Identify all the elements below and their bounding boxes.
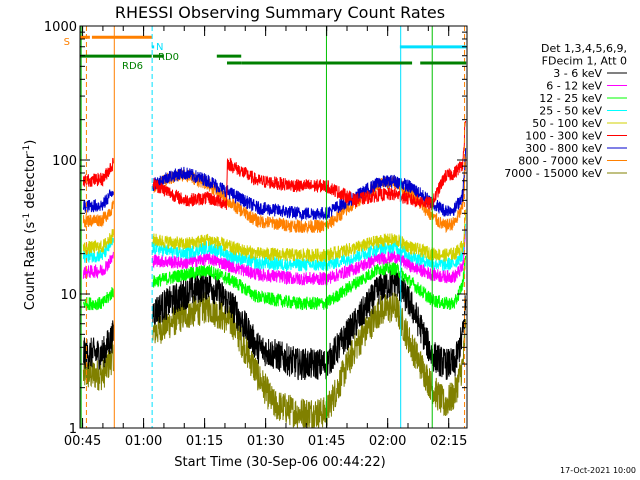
series-line xyxy=(82,292,467,428)
legend-entry: 300 - 800 keV xyxy=(525,142,602,155)
x-tick-label: 01:00 xyxy=(125,434,162,449)
y-axis-label: Count Rate (s-1 detector-1) xyxy=(22,140,38,311)
x-tick-label: 01:45 xyxy=(308,434,345,449)
x-axis-label: Start Time (30-Sep-06 00:44:22) xyxy=(174,455,385,470)
legend-header: FDecim 1, Att 0 xyxy=(542,55,627,68)
footer-date: 17-Oct-2021 10:00 xyxy=(560,466,636,475)
axes: 1 10 100 1000 00:45 01:00 01:15 01:30 01:45 02:00… xyxy=(44,20,468,449)
legend-entry: 12 - 25 keV xyxy=(539,92,602,105)
series-line xyxy=(82,223,467,273)
series-line xyxy=(82,267,467,381)
y-axis-label-part: -1 xyxy=(22,145,32,154)
x-tick-label: 02:15 xyxy=(430,434,467,449)
legend-entry: 6 - 12 keV xyxy=(546,80,602,93)
x-tick-label: 02:00 xyxy=(369,434,406,449)
series-line xyxy=(83,255,467,311)
legend-entry: 50 - 100 keV xyxy=(532,117,602,130)
legend-entry: 800 - 7000 keV xyxy=(518,155,602,168)
legend: Det 1,3,4,5,6,9,FDecim 1, Att 03 - 6 keV… xyxy=(504,42,627,180)
y-axis-label-part: Count Rate (s xyxy=(23,222,38,311)
y-tick-label: 100 xyxy=(52,154,77,169)
y-axis-label-part: -1 xyxy=(22,213,32,222)
y-tick-label: 10 xyxy=(60,288,77,303)
x-tick-label: 01:30 xyxy=(247,434,284,449)
series-group xyxy=(82,120,467,428)
flag-label: RD0 xyxy=(158,52,179,63)
flag-label: RD6 xyxy=(122,61,143,72)
legend-entry: 25 - 50 keV xyxy=(539,105,602,118)
legend-entry: 100 - 300 keV xyxy=(525,130,602,143)
series-line xyxy=(82,148,467,222)
x-tick-label: 00:45 xyxy=(64,434,101,449)
x-tick-label: 01:15 xyxy=(186,434,223,449)
legend-header: Det 1,3,4,5,6,9, xyxy=(541,42,627,55)
y-axis-label-part: ) xyxy=(23,140,38,145)
plot-frame xyxy=(79,25,468,429)
legend-entry: 3 - 6 keV xyxy=(553,67,602,80)
y-axis-label-part: detector xyxy=(23,153,38,213)
y-tick-label: 1000 xyxy=(44,20,77,35)
flag-label: N xyxy=(156,42,163,53)
chart-title: RHESSI Observing Summary Count Rates xyxy=(115,3,445,22)
flag-label: S xyxy=(64,37,70,48)
y-tick-label: 1 xyxy=(69,422,77,437)
series-line xyxy=(82,209,467,264)
legend-entry: 7000 - 15000 keV xyxy=(504,167,602,180)
series-line xyxy=(82,120,467,211)
series-line xyxy=(82,228,467,286)
